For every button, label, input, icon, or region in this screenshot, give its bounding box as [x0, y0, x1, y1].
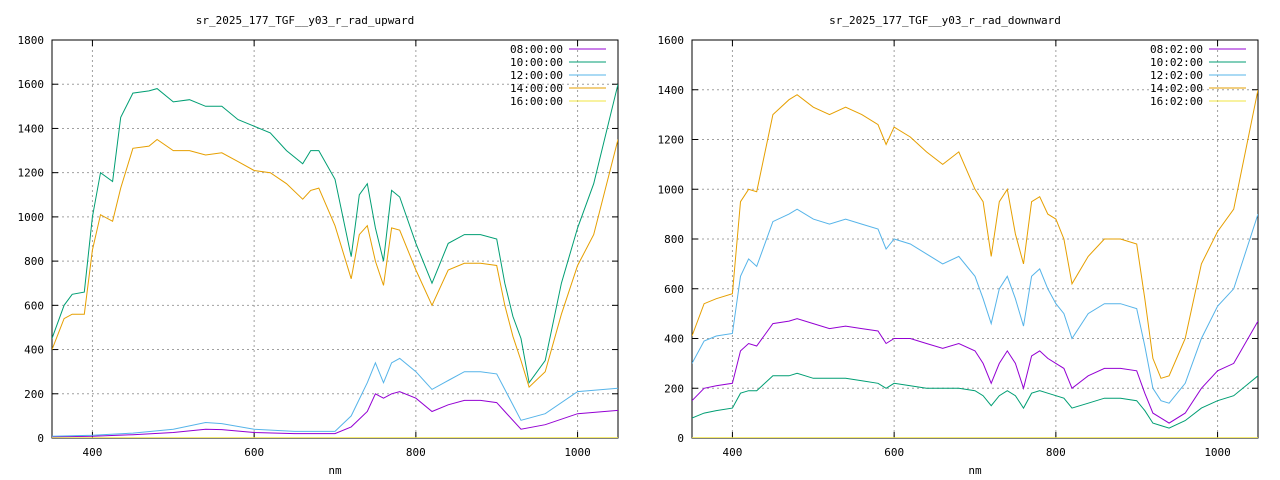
y-tick-label: 1000 — [658, 183, 685, 196]
legend-label: 14:02:00 — [1150, 82, 1203, 95]
legend-label: 08:02:00 — [1150, 43, 1203, 56]
chart-title: sr_2025_177_TGF__y03_r_rad_downward — [829, 14, 1061, 27]
y-tick-label: 800 — [24, 255, 44, 268]
chart-downward: sr_2025_177_TGF__y03_r_rad_downward 400 60… — [658, 14, 1259, 477]
series-line-120000 — [52, 357, 618, 437]
x-axis-label: nm — [328, 464, 342, 477]
y-tick-label: 1400 — [18, 122, 45, 135]
legend-label: 16:02:00 — [1150, 95, 1203, 108]
x-tick-label: 1000 — [564, 446, 591, 459]
legend-label: 12:02:00 — [1150, 69, 1203, 82]
legend-label: 14:00:00 — [510, 82, 563, 95]
y-tick-label: 0 — [677, 432, 684, 445]
y-tick-label: 1600 — [18, 78, 45, 91]
y-tick-label: 1600 — [658, 34, 685, 47]
series-line-120200 — [692, 208, 1258, 404]
x-tick-label: 600 — [884, 446, 904, 459]
x-tick-label: 600 — [244, 446, 264, 459]
y-tick-label: 1000 — [18, 211, 45, 224]
y-tick-label: 800 — [664, 233, 684, 246]
y-tick-label: 1200 — [658, 134, 685, 147]
legend-label: 10:02:00 — [1150, 56, 1203, 69]
legend-label: 10:00:00 — [510, 56, 563, 69]
series-line-080200 — [692, 318, 1258, 424]
y-tick-label: 1800 — [18, 34, 45, 47]
series-line-100000 — [52, 84, 618, 384]
legend-label: 16:00:00 — [510, 95, 563, 108]
x-tick-label: 1000 — [1204, 446, 1231, 459]
legend-label: 08:00:00 — [510, 43, 563, 56]
y-tick-label: 400 — [664, 333, 684, 346]
y-tick-label: 600 — [664, 283, 684, 296]
x-tick-label: 400 — [722, 446, 742, 459]
x-tick-label: 800 — [1046, 446, 1066, 459]
series-line-140000 — [52, 138, 618, 389]
legend-label: 12:00:00 — [510, 69, 563, 82]
x-axis-label: nm — [968, 464, 982, 477]
series-line-100200 — [692, 372, 1258, 429]
y-tick-label: 200 — [664, 382, 684, 395]
x-tick-label: 400 — [82, 446, 102, 459]
y-tick-label: 200 — [24, 388, 44, 401]
y-tick-label: 1400 — [658, 84, 685, 97]
y-tick-label: 400 — [24, 344, 44, 357]
y-tick-label: 0 — [37, 432, 44, 445]
chart-upward: sr_2025_177_TGF__y03_r_rad_upward 400 600 8… — [18, 14, 619, 477]
x-tick-label: 800 — [406, 446, 426, 459]
series-line-080000 — [52, 391, 618, 438]
y-tick-label: 1200 — [18, 167, 45, 180]
series-line-140200 — [692, 89, 1258, 379]
chart-title: sr_2025_177_TGF__y03_r_rad_upward — [196, 14, 415, 27]
y-tick-label: 600 — [24, 299, 44, 312]
